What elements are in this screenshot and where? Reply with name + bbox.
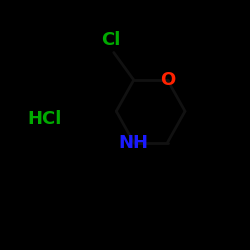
Text: HCl: HCl — [28, 110, 62, 128]
Text: NH: NH — [119, 134, 149, 152]
Text: Cl: Cl — [102, 31, 121, 49]
Text: O: O — [160, 71, 175, 89]
